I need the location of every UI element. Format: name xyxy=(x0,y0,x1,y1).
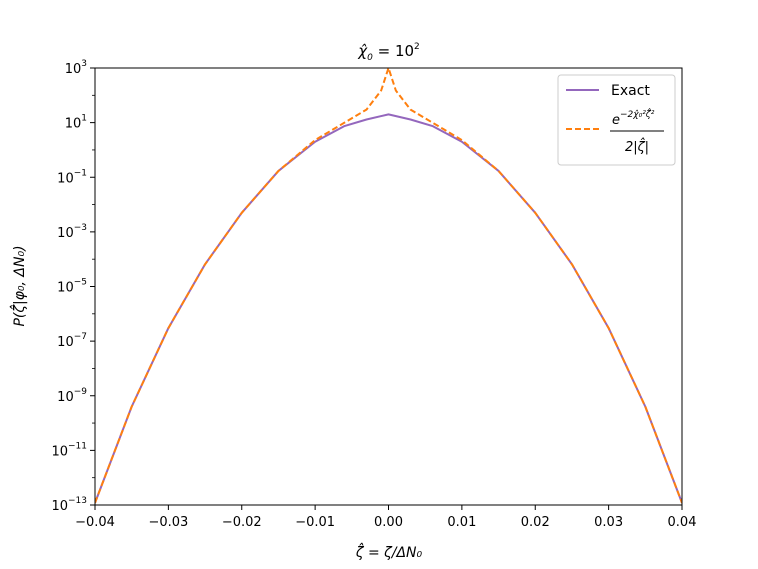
legend-approx-numerator: e−2χ̂₀²ζ̂² xyxy=(612,107,655,128)
legend-approx-denominator: 2|ζ̂| xyxy=(625,138,649,155)
y-tick-label: 103 xyxy=(65,59,87,77)
x-tick-label: −0.04 xyxy=(75,515,115,530)
series-layer xyxy=(95,68,682,504)
y-tick-label: 10−3 xyxy=(57,223,87,241)
y-tick-label: 10−11 xyxy=(51,441,87,459)
x-tick-label: 0.00 xyxy=(374,515,403,530)
chart-title: χ̂0 = 102 xyxy=(357,42,420,63)
x-tick-label: −0.02 xyxy=(222,515,262,530)
y-tick-label: 10−5 xyxy=(57,278,87,296)
legend-exact-label: Exact xyxy=(611,83,650,99)
y-axis: 103 101 10−1 10−3 10−5 10−7 10−9 10−11 10−13 xyxy=(51,59,95,514)
y-tick-label: 101 xyxy=(65,114,87,132)
x-tick-label: 0.03 xyxy=(594,515,623,530)
y-tick-label: 10−9 xyxy=(57,387,87,405)
x-tick-label: 0.01 xyxy=(447,515,476,530)
legend-box xyxy=(557,74,676,166)
x-axis: −0.04 −0.03 −0.02 −0.01 0.00 0.01 0.02 0.03 0.04 xyxy=(75,505,696,530)
y-tick-label: 10−13 xyxy=(51,496,87,514)
x-tick-label: 0.04 xyxy=(668,515,697,530)
x-axis-label: ζ̂ = ζ/ΔN₀ xyxy=(355,542,423,561)
y-tick-label: 10−7 xyxy=(57,332,87,350)
x-tick-label: 0.02 xyxy=(521,515,550,530)
legend: Exact e−2χ̂₀²ζ̂² 2|ζ̂| xyxy=(557,74,676,166)
series-approx-line xyxy=(95,68,682,504)
x-tick-label: −0.03 xyxy=(148,515,188,530)
y-tick-label: 10−1 xyxy=(57,168,87,186)
y-axis-label: P(ζ̂|φ₀, ΔN₀) xyxy=(9,245,28,326)
x-tick-label: −0.01 xyxy=(295,515,335,530)
